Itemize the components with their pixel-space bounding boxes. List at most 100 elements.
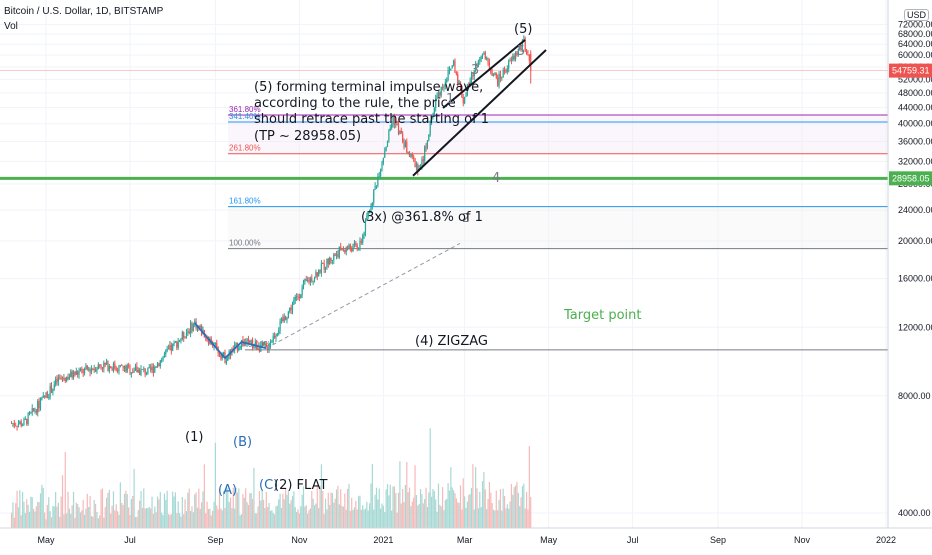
volume-bar	[421, 494, 423, 528]
volume-bar	[144, 508, 146, 528]
volume-bar	[411, 501, 413, 528]
volume-bar	[228, 502, 230, 528]
volume-bar	[191, 506, 193, 528]
volume-bar	[81, 510, 83, 528]
volume-bar	[330, 492, 332, 528]
candle-body	[163, 354, 166, 357]
volume-bar	[413, 497, 415, 528]
candle-body	[484, 52, 486, 60]
volume-bar	[454, 493, 456, 528]
volume-bar	[78, 507, 80, 528]
candle-body	[191, 322, 193, 331]
volume-bar	[83, 514, 86, 528]
volume-bar	[475, 467, 477, 528]
volume-bar	[85, 508, 87, 528]
candle-body	[90, 368, 93, 373]
candle-body	[510, 59, 513, 61]
volume-bar	[417, 505, 419, 528]
candle-body	[154, 366, 156, 373]
volume-bar	[31, 497, 33, 528]
y-tick-label: 68000.00	[898, 29, 932, 39]
candle-body	[183, 332, 185, 338]
last-price-tag	[889, 63, 932, 78]
candle-body	[173, 342, 175, 344]
volume-bar	[224, 508, 226, 528]
candle-body	[399, 130, 401, 134]
volume-bar	[118, 514, 120, 528]
volume-bar	[15, 503, 17, 528]
candle-body	[498, 74, 500, 86]
volume-bar	[216, 505, 218, 528]
volume-bar	[115, 504, 117, 528]
candle-body	[433, 108, 435, 117]
volume-bar	[206, 501, 208, 528]
candle-body	[319, 270, 321, 273]
candle-body	[356, 245, 358, 249]
volume-bar	[502, 488, 504, 528]
candle-body	[293, 300, 295, 305]
candle-body	[462, 97, 464, 104]
volume-bar	[246, 502, 248, 528]
candle-body	[268, 346, 270, 350]
candle-body	[216, 342, 218, 347]
candle-body	[316, 272, 318, 277]
candle-body	[305, 279, 307, 281]
y-tick-label: 72000.00	[898, 19, 932, 29]
volume-bar	[77, 503, 79, 528]
wave-5-top-label: (5)	[514, 22, 532, 37]
volume-bar	[362, 505, 364, 528]
target-label: Target point	[563, 308, 642, 323]
volume-bar	[30, 496, 32, 528]
volume-bar	[437, 483, 440, 528]
candle-body	[287, 311, 289, 318]
candle-body	[341, 249, 343, 251]
volume-bar	[159, 491, 161, 528]
candle-body	[223, 352, 225, 356]
candle-body	[144, 368, 146, 375]
candle-body	[312, 280, 314, 282]
volume-bar	[505, 508, 507, 528]
x-tick-label: Nov	[794, 535, 811, 545]
candle-body	[352, 244, 354, 252]
candle-body	[267, 346, 269, 350]
volume-bar	[380, 508, 382, 528]
candle-body	[63, 378, 65, 379]
candle-body	[225, 360, 227, 363]
candle-body	[165, 350, 167, 355]
candle-body	[290, 307, 292, 311]
candle-body	[44, 395, 46, 398]
volume-indicator-label[interactable]: Vol	[4, 21, 18, 32]
candle-body	[357, 248, 360, 250]
candle-body	[77, 371, 79, 375]
candle-body	[392, 116, 394, 124]
candle-body	[359, 241, 361, 249]
price-candles	[10, 35, 532, 431]
volume-bar	[90, 515, 93, 528]
volume-bar	[169, 515, 171, 528]
volume-bar	[126, 494, 128, 528]
candle-body	[147, 367, 149, 374]
candle-body	[111, 367, 113, 371]
currency-badge[interactable]: USD	[904, 9, 930, 21]
volume-bar	[92, 516, 94, 528]
volume-bar	[61, 475, 64, 528]
wedge-upper-line	[442, 39, 526, 109]
candle-body	[55, 379, 57, 385]
volume-bar	[283, 499, 285, 528]
volume-bar	[27, 504, 29, 528]
candle-body	[411, 153, 413, 157]
volume-bar	[385, 489, 387, 528]
y-tick-label: 4000.00	[898, 508, 931, 518]
candle-body	[269, 342, 272, 347]
volume-bar	[359, 495, 361, 528]
candle-body	[118, 365, 120, 372]
volume-bar	[391, 510, 393, 528]
volume-bar	[20, 515, 22, 528]
volume-bar	[60, 496, 62, 528]
volume-bar	[75, 502, 77, 528]
x-tick-label: May	[37, 535, 55, 545]
volume-bar	[388, 495, 390, 528]
volume-bar	[256, 513, 258, 528]
